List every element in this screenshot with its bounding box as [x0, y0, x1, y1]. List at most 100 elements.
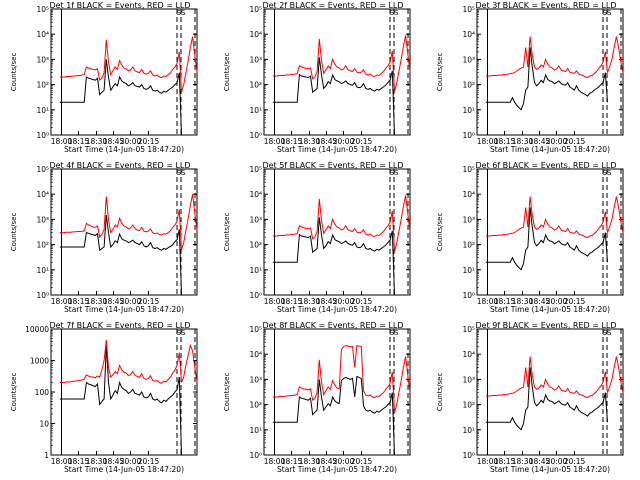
x-tick-label: 18:00 — [51, 137, 73, 146]
y-tick-label: 10¹ — [36, 106, 49, 115]
y-tick-label: 10³ — [249, 55, 262, 64]
y-tick-label: 10⁰ — [249, 291, 262, 300]
x-tick-label: 20:00 — [546, 137, 568, 146]
series-line-events — [59, 59, 182, 136]
y-tick-label: 10¹ — [249, 106, 262, 115]
sun-marker-label: SS — [390, 329, 399, 337]
y-tick-label: 10⁴ — [462, 350, 475, 359]
y-tick-label: 10² — [462, 401, 475, 410]
y-axis-label: Counts/sec — [223, 53, 231, 92]
detector-chart-6: Det 6f BLACK = Events, RED = LLD 10⁰ 10¹ 10… — [436, 161, 624, 314]
x-tick-label: 18:00 — [477, 137, 499, 146]
chart-title: Det 9f BLACK = Events, RED = LLD — [475, 321, 616, 330]
x-tick-label: 18:15 — [68, 297, 90, 306]
x-tick-label: 18:45 — [529, 457, 551, 466]
y-tick-label: 10¹ — [249, 426, 262, 435]
detector-panel-9: Det 9f BLACK = Events, RED = LLD 10⁰ 10¹ 10… — [426, 320, 639, 480]
plot-frame — [476, 8, 624, 136]
plot-frame — [50, 8, 198, 136]
y-axis-label: Counts/sec — [223, 213, 231, 252]
chart-title: Det 4f BLACK = Events, RED = LLD — [49, 161, 190, 170]
y-axis-label: Counts/sec — [10, 53, 18, 92]
chart-title: Det 1f BLACK = Events, RED = LLD — [49, 1, 190, 10]
x-tick-label: 18:45 — [316, 457, 338, 466]
detector-panel-4: Det 4f BLACK = Events, RED = LLD 10⁰ 10¹ 10… — [0, 160, 213, 320]
y-tick-label: 10³ — [462, 215, 475, 224]
y-tick-label: 10¹ — [249, 266, 262, 275]
y-tick-label: 10⁴ — [462, 190, 475, 199]
x-tick-label: 18:15 — [494, 457, 516, 466]
detector-panel-5: Det 5f BLACK = Events, RED = LLD 10⁰ 10¹ 10… — [213, 160, 426, 320]
y-tick-label: 10⁴ — [249, 30, 262, 39]
y-tick-label: 10⁰ — [462, 291, 475, 300]
y-tick-label: 10⁴ — [36, 190, 49, 199]
x-axis-label: Start Time (14-Jun-05 18:47:20) — [64, 145, 184, 154]
y-tick-label: 10¹ — [462, 426, 475, 435]
x-tick-label: 20:00 — [333, 137, 355, 146]
series-line-events — [59, 214, 182, 296]
x-axis-label: Start Time (14-Jun-05 18:47:20) — [490, 305, 610, 314]
series-line-lld — [272, 35, 411, 92]
sun-marker-label: SS — [390, 9, 399, 17]
detector-chart-1: Det 1f BLACK = Events, RED = LLD 10⁰ 10¹ 10… — [10, 1, 198, 154]
x-tick-label: 18:45 — [103, 137, 125, 146]
x-tick-label: 18:15 — [68, 137, 90, 146]
x-tick-label: 20:15 — [564, 137, 586, 146]
x-tick-label: 18:45 — [103, 297, 125, 306]
x-tick-label: 18:30 — [299, 457, 321, 466]
plot-frame — [263, 168, 411, 296]
x-tick-label: 18:00 — [264, 137, 286, 146]
sun-marker-label: SS — [177, 9, 186, 17]
y-tick-label: 10¹ — [462, 266, 475, 275]
y-axis-label: Counts/sec — [223, 373, 231, 412]
chart-title: Det 5f BLACK = Events, RED = LLD — [262, 161, 403, 170]
x-tick-label: 20:15 — [564, 457, 586, 466]
x-tick-label: 18:30 — [512, 137, 534, 146]
detector-panel-1: Det 1f BLACK = Events, RED = LLD 10⁰ 10¹ 10… — [0, 0, 213, 160]
series-line-lld — [59, 194, 198, 251]
x-tick-label: 20:15 — [564, 297, 586, 306]
detector-chart-4: Det 4f BLACK = Events, RED = LLD 10⁰ 10¹ 10… — [10, 161, 198, 314]
detector-panel-7: Det 7f BLACK = Events, RED = LLD 1 10 100 10… — [0, 320, 213, 480]
series-line-events — [59, 345, 182, 456]
x-axis-label: Start Time (14-Jun-05 18:47:20) — [277, 465, 397, 474]
detector-chart-2: Det 2f BLACK = Events, RED = LLD 10⁰ 10¹ 10… — [223, 1, 411, 154]
x-tick-label: 20:00 — [120, 297, 142, 306]
detector-chart-5: Det 5f BLACK = Events, RED = LLD 10⁰ 10¹ 10… — [223, 161, 411, 314]
y-tick-label: 10³ — [249, 215, 262, 224]
series-line-lld — [485, 356, 624, 399]
x-tick-label: 20:00 — [333, 457, 355, 466]
x-tick-label: 18:30 — [512, 297, 534, 306]
x-tick-label: 18:15 — [494, 137, 516, 146]
x-tick-label: 18:15 — [68, 457, 90, 466]
y-tick-label: 10³ — [249, 375, 262, 384]
x-tick-label: 20:15 — [138, 457, 160, 466]
x-tick-label: 20:00 — [546, 297, 568, 306]
detector-panel-3: Det 3f BLACK = Events, RED = LLD 10⁰ 10¹ 10… — [426, 0, 639, 160]
x-axis-label: Start Time (14-Jun-05 18:47:20) — [490, 145, 610, 154]
x-tick-label: 18:00 — [51, 457, 73, 466]
chart-title: Det 7f BLACK = Events, RED = LLD — [49, 321, 190, 330]
series-line-lld — [272, 344, 411, 413]
y-tick-label: 10⁰ — [36, 291, 49, 300]
x-tick-label: 18:15 — [281, 457, 303, 466]
series-line-events — [485, 47, 608, 111]
y-tick-label: 10 — [39, 420, 49, 429]
detector-panel-2: Det 2f BLACK = Events, RED = LLD 10⁰ 10¹ 10… — [213, 0, 426, 160]
x-tick-label: 18:15 — [494, 297, 516, 306]
series-line-lld — [59, 339, 198, 384]
y-tick-label: 10³ — [462, 55, 475, 64]
y-tick-label: 10000 — [25, 325, 49, 334]
x-tick-label: 18:45 — [529, 137, 551, 146]
y-tick-label: 10³ — [36, 215, 49, 224]
x-tick-label: 20:00 — [333, 297, 355, 306]
y-tick-label: 10⁰ — [249, 451, 262, 460]
detector-panel-8: Det 8f BLACK = Events, RED = LLD 10⁰ 10¹ 10… — [213, 320, 426, 480]
x-axis-label: Start Time (14-Jun-05 18:47:20) — [64, 305, 184, 314]
y-tick-label: 1 — [44, 451, 49, 460]
y-tick-label: 10² — [36, 81, 49, 90]
series-line-lld — [485, 196, 624, 239]
x-tick-label: 20:15 — [138, 137, 160, 146]
y-tick-label: 10⁰ — [36, 131, 49, 140]
